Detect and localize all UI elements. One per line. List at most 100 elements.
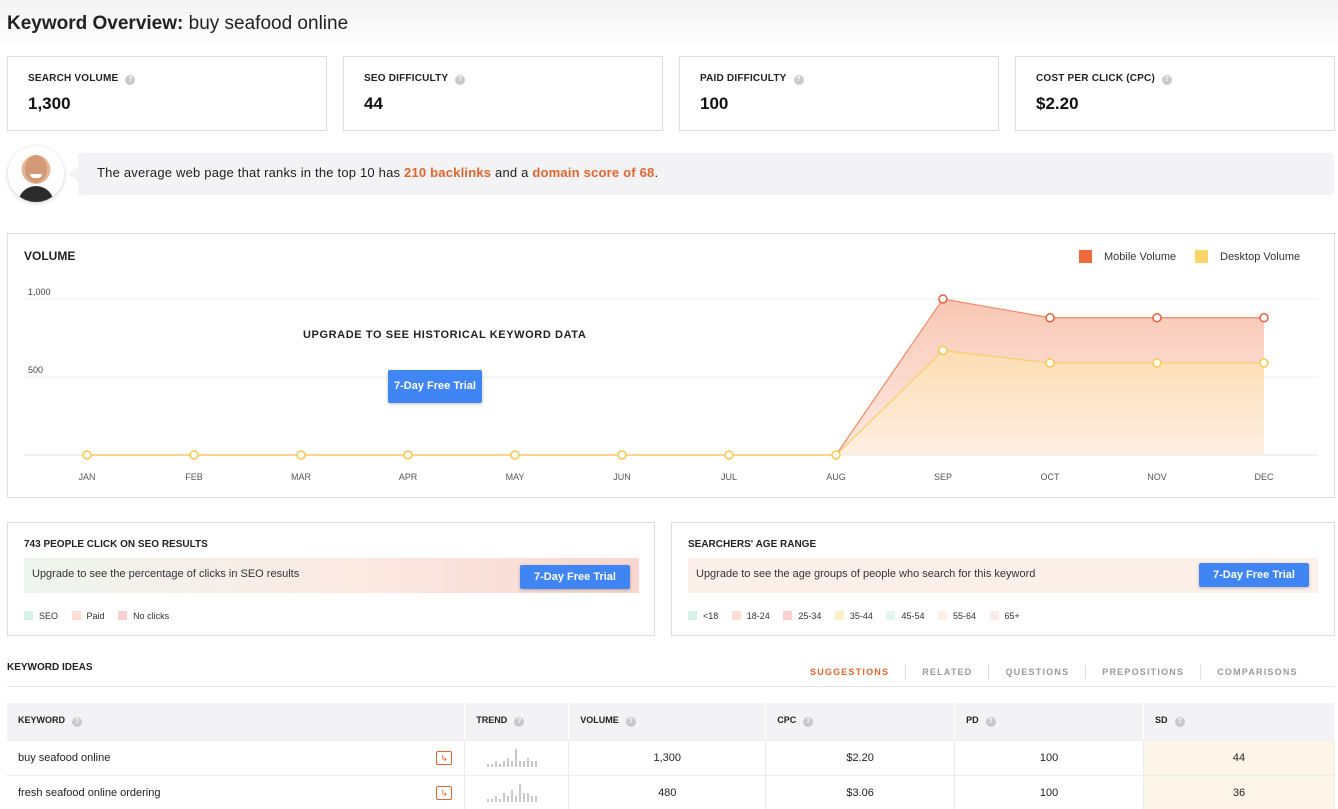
- metric-seo-difficulty: SEO DIFFICULTY? 44: [343, 56, 663, 131]
- legend-item-age: 35-44: [834, 611, 873, 621]
- trend-bar: [487, 798, 490, 802]
- table-row[interactable]: fresh seafood online ordering ↳ 480 $3.06…: [7, 774, 1335, 809]
- metric-value: 44: [364, 94, 383, 113]
- trend-bar: [531, 760, 534, 767]
- trend-bar: [527, 757, 530, 767]
- free-trial-button[interactable]: 7-Day Free Trial: [388, 370, 482, 403]
- desktop-point: [403, 450, 413, 460]
- tip-domain-score: domain score of 68: [532, 165, 655, 180]
- desktop-point: [1259, 358, 1269, 368]
- help-icon[interactable]: ?: [803, 717, 814, 728]
- metric-value: 1,300: [28, 94, 71, 113]
- help-icon[interactable]: ?: [455, 75, 466, 85]
- desktop-point: [938, 345, 948, 356]
- tab-questions[interactable]: QUESTIONS: [988, 665, 1085, 679]
- keyword-link[interactable]: fresh seafood online ordering: [18, 786, 161, 799]
- tab-comparisons[interactable]: COMPARISONS: [1200, 665, 1314, 679]
- legend-swatch-desktop: [1195, 250, 1208, 263]
- trend-bar: [535, 795, 538, 802]
- x-tick-label: JUN: [613, 472, 631, 482]
- volume-card: 500 1,000 JAN FEB MAR APR MAY JUN JUL AUG SEP OCT NO…: [7, 233, 1335, 498]
- legend-desktop[interactable]: Desktop Volume: [1195, 250, 1300, 263]
- column-header-keyword[interactable]: KEYWORD?: [7, 703, 466, 740]
- cell-pd: 100: [954, 739, 1145, 775]
- mobile-point: [1152, 312, 1162, 323]
- desktop-point: [296, 450, 306, 460]
- metric-value: 100: [700, 94, 729, 113]
- mobile-point: [938, 294, 948, 304]
- trend-bar: [531, 795, 534, 802]
- open-keyword-icon[interactable]: ↳: [436, 785, 453, 800]
- help-icon[interactable]: ?: [985, 717, 996, 728]
- help-icon[interactable]: ?: [72, 717, 82, 728]
- desktop-point: [617, 450, 627, 460]
- legend-swatch-mobile: [1079, 250, 1092, 263]
- trend-bar: [519, 760, 522, 767]
- help-icon[interactable]: ?: [1162, 75, 1172, 85]
- column-header-volume[interactable]: VOLUME?: [568, 703, 767, 740]
- column-header-sd[interactable]: SD?: [1143, 703, 1335, 740]
- desktop-point: [1045, 358, 1055, 368]
- trend-bar: [519, 783, 522, 802]
- legend-item-no-clicks: No clicks: [118, 611, 169, 621]
- trend-bar: [515, 795, 518, 802]
- tip-text: and a: [491, 165, 533, 180]
- table-row[interactable]: buy seafood online ↳ 1,300 $2.20 100 44: [7, 739, 1335, 775]
- trend-bar: [491, 763, 494, 767]
- trend-bar: [503, 760, 506, 767]
- legend-mobile[interactable]: Mobile Volume: [1079, 250, 1176, 263]
- tab-prepositions[interactable]: PREPOSITIONS: [1085, 665, 1200, 679]
- open-keyword-icon[interactable]: ↳: [436, 750, 453, 765]
- tip-text: .: [654, 165, 659, 180]
- column-header-trend[interactable]: TREND?: [464, 703, 570, 740]
- keyword-ideas-table: KEYWORD? TREND? VOLUME? CPC? PD? SD? buy…: [7, 703, 1335, 809]
- trend-sparkline: [487, 783, 538, 802]
- cell-cpc: $3.06: [765, 774, 956, 809]
- desktop-point: [189, 450, 199, 460]
- trend-bar: [523, 760, 526, 767]
- column-header-pd[interactable]: PD?: [954, 703, 1145, 740]
- column-header-cpc[interactable]: CPC?: [765, 703, 956, 740]
- page-title-keyword: buy seafood online: [188, 13, 349, 34]
- tab-suggestions[interactable]: SUGGESTIONS: [810, 667, 890, 677]
- trend-bar: [535, 760, 538, 767]
- trend-sparkline: [487, 748, 538, 767]
- help-icon[interactable]: ?: [1174, 717, 1185, 728]
- seo-clicks-card: 743 PEOPLE CLICK ON SEO RESULTS Upgrade …: [7, 522, 655, 636]
- tip-text: The average web page that ranks in the t…: [97, 165, 405, 180]
- age-range-card: SEARCHERS' AGE RANGE Upgrade to see the …: [671, 522, 1335, 636]
- age-range-upgrade-text: Upgrade to see the age groups of people …: [696, 568, 1036, 580]
- desktop-area: [87, 350, 1264, 455]
- legend-item-age: 25-34: [783, 611, 821, 621]
- trend-bar: [527, 792, 530, 802]
- free-trial-button[interactable]: 7-Day Free Trial: [520, 565, 630, 589]
- help-icon[interactable]: ?: [125, 75, 136, 85]
- seo-clicks-upgrade-text: Upgrade to see the percentage of clicks …: [32, 568, 300, 580]
- x-tick-label: OCT: [1041, 472, 1061, 482]
- tab-related[interactable]: RELATED: [905, 665, 988, 679]
- mobile-point: [1045, 312, 1055, 323]
- legend-item-paid: Paid: [71, 611, 105, 621]
- metric-label: SEARCH VOLUME: [28, 73, 119, 84]
- metric-label: SEO DIFFICULTY: [364, 73, 449, 84]
- trend-bar: [495, 795, 498, 802]
- legend-item-age: 45-54: [886, 611, 924, 621]
- volume-title: VOLUME: [24, 249, 76, 263]
- y-tick-label: 1,000: [28, 287, 51, 297]
- cell-pd: 100: [954, 774, 1145, 809]
- help-icon[interactable]: ?: [625, 717, 636, 728]
- trend-bar: [507, 795, 510, 802]
- legend-item-age: <18: [688, 611, 718, 621]
- trend-bar: [523, 792, 526, 802]
- keyword-link[interactable]: buy seafood online: [18, 751, 111, 764]
- trend-bar: [511, 760, 514, 767]
- legend-item-age: 55-64: [937, 611, 976, 621]
- x-tick-label: JUL: [721, 472, 737, 482]
- help-icon[interactable]: ?: [793, 75, 804, 85]
- free-trial-button[interactable]: 7-Day Free Trial: [1199, 563, 1309, 587]
- x-tick-label: SEP: [934, 472, 952, 482]
- upgrade-history-text: UPGRADE TO SEE HISTORICAL KEYWORD DATA: [303, 329, 587, 341]
- legend-item-seo: SEO: [24, 611, 58, 621]
- tip-backlinks: 210 backlinks: [404, 165, 492, 180]
- help-icon[interactable]: ?: [514, 717, 525, 728]
